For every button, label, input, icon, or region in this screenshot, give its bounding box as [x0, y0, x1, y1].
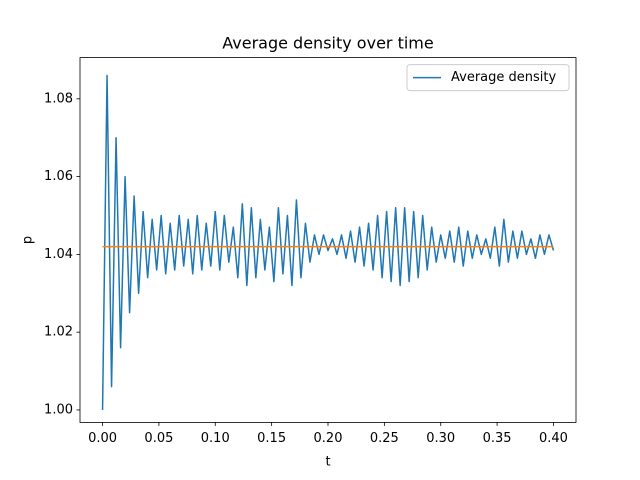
y-tick-label: 1.08	[44, 91, 73, 106]
y-tick-label: 1.06	[44, 169, 73, 184]
x-tick-label: 0.20	[314, 431, 343, 446]
x-tick-label: 0.40	[539, 431, 568, 446]
x-tick-label: 0.05	[144, 431, 173, 446]
y-tick-label: 1.00	[44, 402, 73, 417]
y-axis-label: p	[21, 236, 36, 244]
x-tick-label: 0.15	[257, 431, 286, 446]
x-tick-label: 0.10	[201, 431, 230, 446]
x-tick-label: 0.35	[483, 431, 512, 446]
data-line	[101, 74, 555, 410]
legend-label: Average density	[451, 70, 556, 85]
legend-box	[406, 64, 570, 92]
x-axis-label: t	[325, 455, 330, 470]
chart-title: Average density over time	[222, 34, 433, 53]
x-tick-label: 0.00	[88, 431, 117, 446]
x-tick-label: 0.30	[426, 431, 455, 446]
y-tick-label: 1.04	[44, 247, 73, 262]
x-tick-label: 0.25	[370, 431, 399, 446]
plot-frame	[79, 57, 577, 423]
y-tick-label: 1.02	[44, 325, 73, 340]
